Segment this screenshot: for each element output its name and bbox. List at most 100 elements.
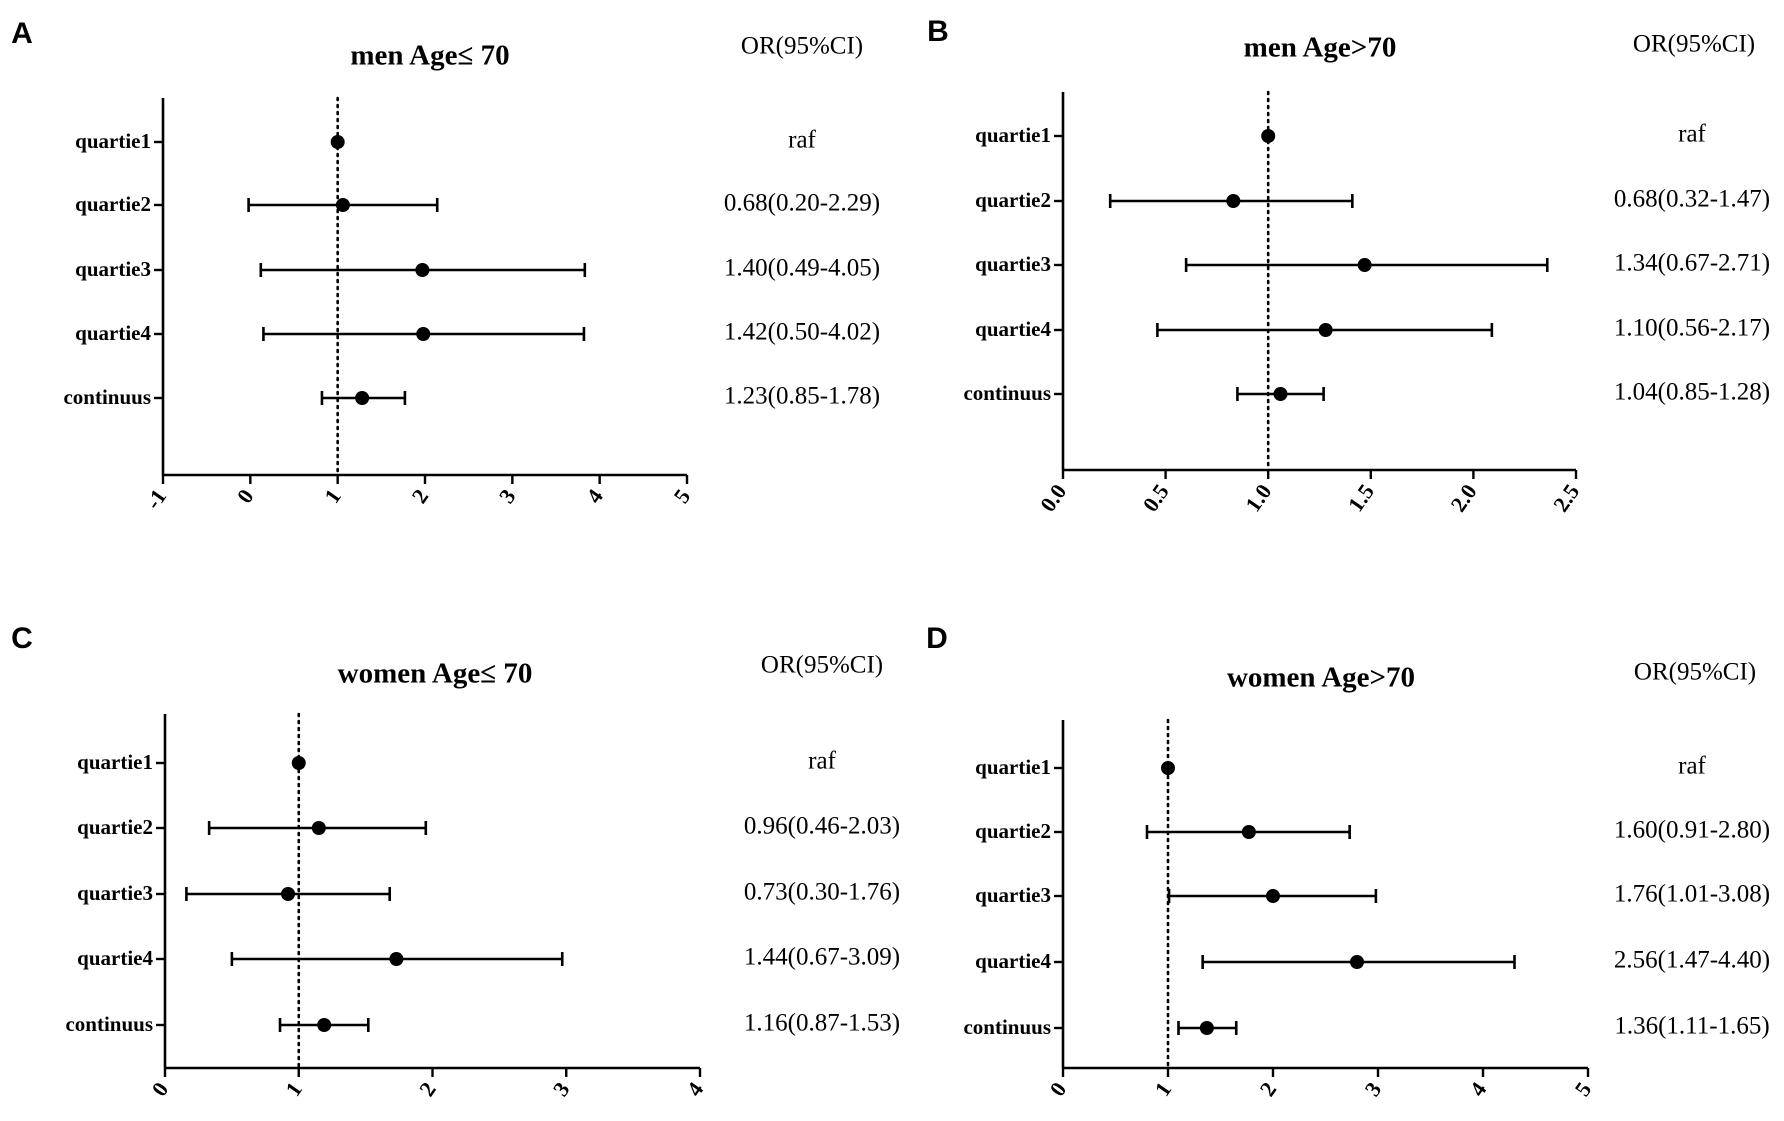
x-tick-label: 2 xyxy=(414,1077,441,1100)
panel-title: women Age>70 xyxy=(1227,662,1415,694)
category-label: quartie2 xyxy=(975,819,1051,843)
x-tick-label: 1 xyxy=(319,484,346,507)
category-label: continuus xyxy=(963,1015,1051,1039)
estimate-point xyxy=(1318,323,1333,337)
category-label: continuus xyxy=(65,1012,153,1036)
panel-letter: B xyxy=(927,15,949,48)
category-label: continuus xyxy=(63,385,151,409)
or-value: 1.76(1.01-3.08) xyxy=(1614,881,1770,908)
category-label: quartie3 xyxy=(75,257,151,281)
or-header: OR(95%CI) xyxy=(761,652,883,679)
or-value: raf xyxy=(788,127,816,154)
panel-title: women Age≤ 70 xyxy=(338,658,533,690)
x-tick-label: 0 xyxy=(146,1077,173,1100)
category-label: quartie2 xyxy=(975,188,1051,212)
or-value: 1.40(0.49-4.05) xyxy=(724,255,880,282)
category-label: quartie1 xyxy=(77,750,153,774)
or-value: 1.36(1.11-1.65) xyxy=(1614,1013,1769,1040)
category-label: quartie4 xyxy=(75,321,151,345)
category-label: quartie1 xyxy=(975,123,1051,147)
x-tick-label: 3 xyxy=(548,1077,575,1100)
x-tick-label: 1.0 xyxy=(1240,479,1276,516)
estimate-point xyxy=(317,1018,332,1032)
or-header: OR(95%CI) xyxy=(741,33,863,60)
or-value: 0.68(0.32-1.47) xyxy=(1614,186,1770,213)
or-value: 1.60(0.91-2.80) xyxy=(1614,817,1770,844)
or-value: 1.10(0.56-2.17) xyxy=(1614,315,1770,342)
estimate-point xyxy=(415,263,430,277)
x-tick-label: 0.0 xyxy=(1035,479,1071,516)
x-tick-label: 0.5 xyxy=(1138,479,1174,516)
estimate-point xyxy=(1241,825,1256,839)
estimate-point xyxy=(389,952,404,966)
panel-letter: C xyxy=(11,622,33,655)
category-label: quartie4 xyxy=(77,946,153,970)
or-value: 1.04(0.85-1.28) xyxy=(1614,379,1770,406)
x-tick-label: 4 xyxy=(581,484,608,507)
x-tick-label: 3 xyxy=(1359,1077,1386,1100)
x-tick-label: 5 xyxy=(1569,1077,1596,1100)
or-value: 0.68(0.20-2.29) xyxy=(724,190,880,217)
x-tick-label: 4 xyxy=(1464,1077,1491,1100)
x-tick-label: 2 xyxy=(406,484,433,507)
estimate-point xyxy=(1261,129,1276,143)
estimate-point xyxy=(335,198,350,212)
x-tick-label: -1 xyxy=(140,484,171,513)
x-tick-label: 2.0 xyxy=(1445,479,1481,516)
panel-letter: D xyxy=(926,622,948,655)
or-header: OR(95%CI) xyxy=(1633,31,1755,58)
panel-letter: A xyxy=(11,17,33,50)
or-value: 1.34(0.67-2.71) xyxy=(1614,250,1770,277)
estimate-point xyxy=(1161,761,1175,775)
or-value: raf xyxy=(808,748,836,775)
x-tick-label: 1 xyxy=(280,1077,307,1100)
or-value: raf xyxy=(1678,121,1706,148)
category-label: quartie3 xyxy=(77,881,153,905)
estimate-point xyxy=(1226,194,1241,208)
estimate-point xyxy=(355,391,370,405)
category-label: quartie1 xyxy=(75,129,151,153)
or-value: 0.73(0.30-1.76) xyxy=(744,879,900,906)
category-label: quartie4 xyxy=(975,317,1051,341)
x-tick-label: 0 xyxy=(1044,1077,1071,1100)
x-tick-label: 2.5 xyxy=(1548,479,1584,516)
panel-title: men Age>70 xyxy=(1244,32,1397,64)
estimate-point xyxy=(291,756,306,770)
estimate-point xyxy=(281,887,296,901)
estimate-point xyxy=(1357,258,1372,272)
x-tick-label: 0 xyxy=(232,484,259,507)
or-value: 1.42(0.50-4.02) xyxy=(724,319,880,346)
category-label: quartie2 xyxy=(77,815,153,839)
estimate-point xyxy=(330,135,345,149)
or-value: raf xyxy=(1678,753,1706,780)
x-tick-label: 4 xyxy=(681,1077,708,1100)
category-label: quartie3 xyxy=(975,883,1051,907)
or-value: 1.23(0.85-1.78) xyxy=(724,383,880,410)
or-value: 1.16(0.87-1.53) xyxy=(744,1010,900,1037)
estimate-point xyxy=(1199,1021,1214,1035)
x-tick-label: 5 xyxy=(668,484,695,507)
category-label: quartie4 xyxy=(975,949,1051,973)
x-tick-label: 3 xyxy=(494,484,521,507)
category-label: quartie1 xyxy=(975,755,1051,779)
estimate-point xyxy=(1266,889,1280,903)
x-tick-label: 1.5 xyxy=(1343,479,1379,516)
or-value: 2.56(1.47-4.40) xyxy=(1614,947,1770,974)
x-tick-label: 1 xyxy=(1149,1077,1176,1100)
or-header: OR(95%CI) xyxy=(1634,659,1756,686)
category-label: continuus xyxy=(963,381,1051,405)
estimate-point xyxy=(1350,955,1364,969)
category-label: quartie3 xyxy=(975,252,1051,276)
estimate-point xyxy=(1273,387,1288,401)
or-value: 1.44(0.67-3.09) xyxy=(744,944,900,971)
or-value: 0.96(0.46-2.03) xyxy=(744,813,900,840)
category-label: quartie2 xyxy=(75,192,151,216)
x-tick-label: 2 xyxy=(1254,1077,1281,1100)
estimate-point xyxy=(311,821,326,835)
estimate-point xyxy=(416,327,431,341)
